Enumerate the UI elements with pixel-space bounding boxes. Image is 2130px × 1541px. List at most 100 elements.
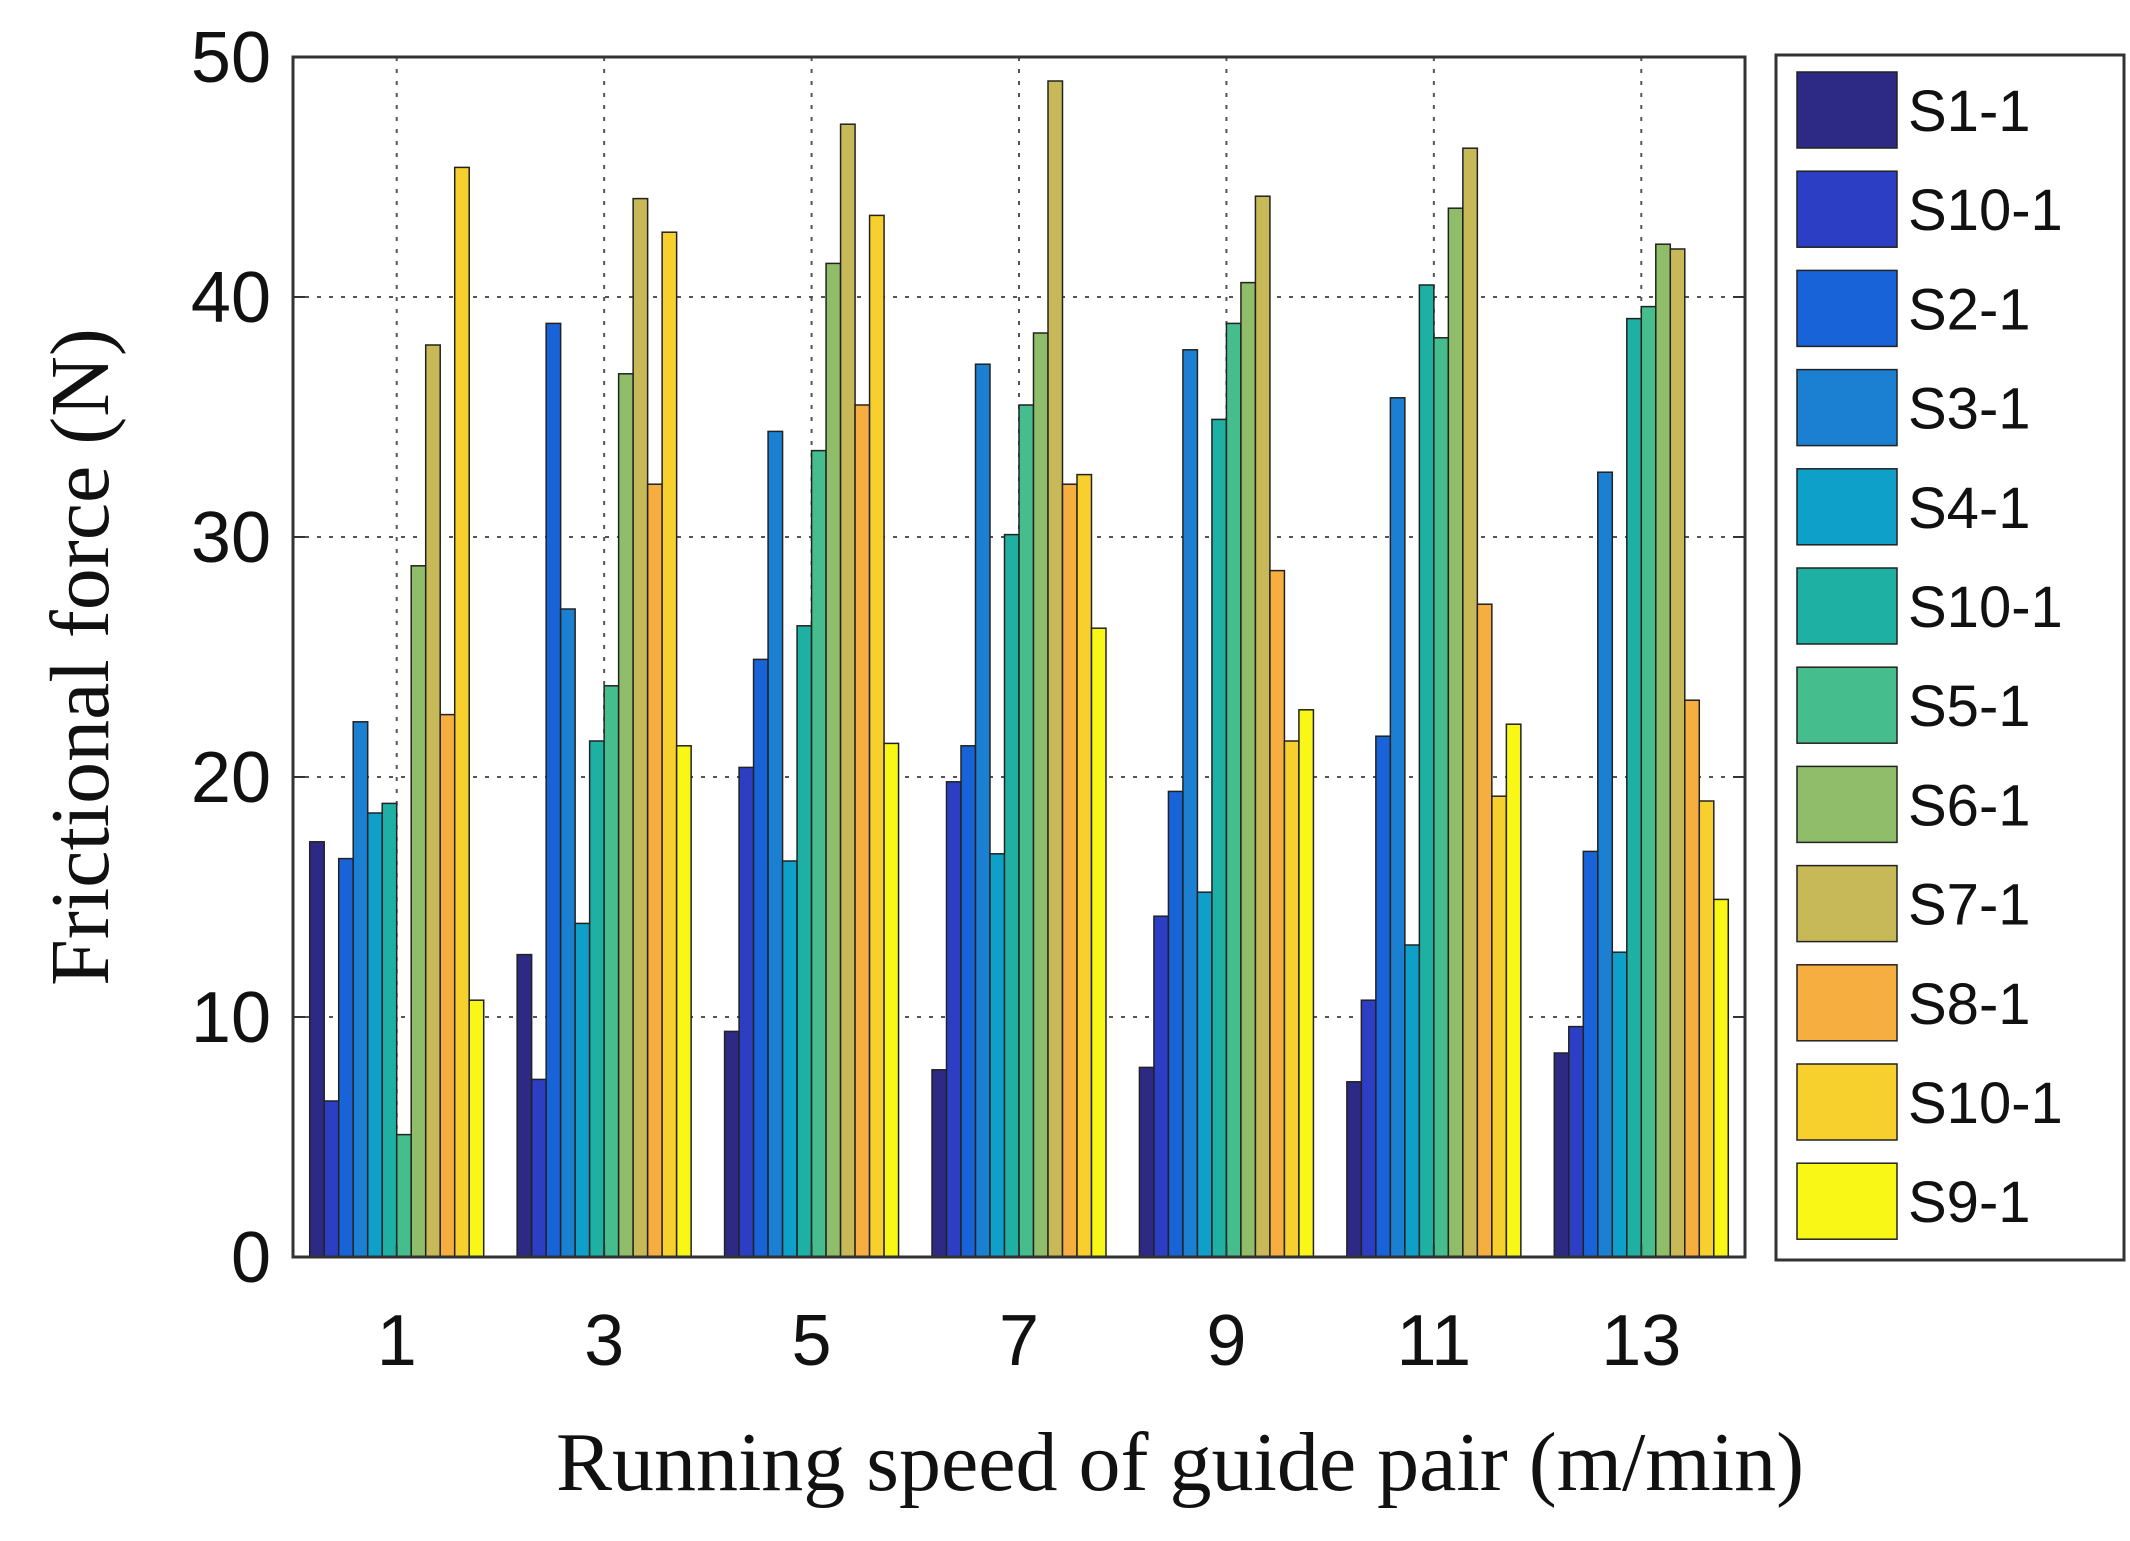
series-s4-1 xyxy=(366,812,1628,1258)
legend-item: S10-1 xyxy=(1796,567,2063,645)
legend-swatch xyxy=(1796,368,1898,447)
y-tick-label: 20 xyxy=(191,738,271,818)
legend-label: S5-1 xyxy=(1908,674,2031,739)
legend-swatch xyxy=(1796,864,1898,943)
bar xyxy=(1447,207,1464,1258)
y-tick-label: 10 xyxy=(191,978,271,1058)
bar xyxy=(603,685,620,1258)
legend-label: S7-1 xyxy=(1908,873,2031,938)
series-s7-1 xyxy=(424,80,1686,1258)
bar xyxy=(974,363,991,1258)
x-tick-label: 5 xyxy=(792,1301,832,1381)
bar xyxy=(945,781,962,1258)
bar xyxy=(825,262,842,1258)
bar xyxy=(1476,603,1493,1258)
y-tick-label: 40 xyxy=(191,258,271,338)
bar xyxy=(323,1100,340,1258)
y-tick-label: 50 xyxy=(191,18,271,98)
bar xyxy=(1698,800,1715,1258)
legend-label: S10-1 xyxy=(1908,178,2063,243)
bar xyxy=(1211,418,1228,1258)
legend-swatch xyxy=(1796,71,1898,149)
x-tick-label: 13 xyxy=(1601,1301,1681,1381)
legend-swatch xyxy=(1796,1162,1898,1240)
bar xyxy=(868,214,885,1258)
bar xyxy=(1611,951,1628,1258)
legend-label: S10-1 xyxy=(1908,1071,2063,1136)
bar xyxy=(1225,322,1242,1258)
bar xyxy=(661,231,678,1258)
legend-label: S4-1 xyxy=(1908,476,2031,541)
bar xyxy=(796,625,813,1258)
bar xyxy=(767,430,784,1258)
legend-item: S10-1 xyxy=(1796,1063,2063,1141)
legend-label: S3-1 xyxy=(1908,377,2031,442)
x-tick-label: 1 xyxy=(377,1301,417,1381)
x-tick-label: 7 xyxy=(999,1301,1039,1381)
bar xyxy=(366,812,383,1258)
bar xyxy=(1553,1052,1570,1258)
bar xyxy=(337,857,354,1258)
legend-item: S4-1 xyxy=(1796,468,2031,546)
bar xyxy=(1418,284,1435,1258)
bar xyxy=(1090,627,1107,1258)
legend-label: S10-1 xyxy=(1908,575,2063,640)
legend-swatch xyxy=(1796,170,1898,248)
bar xyxy=(530,1078,547,1258)
bar xyxy=(1360,999,1377,1258)
bar xyxy=(1389,397,1406,1258)
bar xyxy=(646,483,663,1258)
bar xyxy=(453,166,470,1258)
bar xyxy=(632,197,649,1258)
legend-item: S9-1 xyxy=(1796,1162,2031,1240)
bar xyxy=(1283,740,1300,1258)
bar xyxy=(588,740,605,1258)
bar xyxy=(883,742,900,1258)
bar xyxy=(559,608,576,1258)
bar xyxy=(468,999,485,1258)
bar xyxy=(1684,699,1701,1258)
bar xyxy=(1269,569,1286,1258)
bar xyxy=(1375,735,1392,1258)
bar xyxy=(989,853,1006,1258)
bar xyxy=(1018,404,1035,1258)
bar xyxy=(1003,533,1020,1258)
bar xyxy=(781,860,798,1258)
bar xyxy=(410,565,427,1258)
bar xyxy=(960,745,977,1258)
bar xyxy=(545,322,562,1258)
bar xyxy=(752,658,769,1258)
legend-swatch xyxy=(1796,666,1898,744)
bar xyxy=(1047,80,1064,1258)
legend-swatch xyxy=(1796,964,1898,1042)
y-axis-ticks: 0 10 20 30 40 50 xyxy=(191,18,1745,1298)
legend-swatch xyxy=(1796,269,1898,348)
legend-box xyxy=(1774,53,2126,1262)
legend-swatch xyxy=(1796,1063,1898,1141)
bar xyxy=(1240,281,1257,1258)
legend-label: S9-1 xyxy=(1908,1170,2031,1235)
bar xyxy=(1254,195,1271,1258)
x-tick-label: 3 xyxy=(584,1301,624,1381)
bar xyxy=(931,1069,948,1258)
bar xyxy=(1182,349,1199,1258)
bar xyxy=(1298,709,1315,1258)
legend-item: S6-1 xyxy=(1796,765,2031,844)
bar xyxy=(1196,891,1213,1258)
legend-item: S10-1 xyxy=(1796,170,2063,248)
bar xyxy=(1167,790,1184,1258)
bar xyxy=(381,802,398,1258)
bar xyxy=(1404,944,1421,1258)
series-s1-1 xyxy=(308,841,1570,1258)
bar xyxy=(1655,243,1672,1258)
bar xyxy=(1597,471,1614,1258)
legend-label: S6-1 xyxy=(1908,773,2031,838)
bar xyxy=(308,841,325,1258)
legend-swatch xyxy=(1796,567,1898,645)
y-tick-label: 0 xyxy=(231,1218,271,1298)
bar xyxy=(1032,332,1049,1258)
bar xyxy=(1640,305,1657,1258)
bar xyxy=(1568,1025,1585,1258)
bar xyxy=(1582,850,1599,1258)
